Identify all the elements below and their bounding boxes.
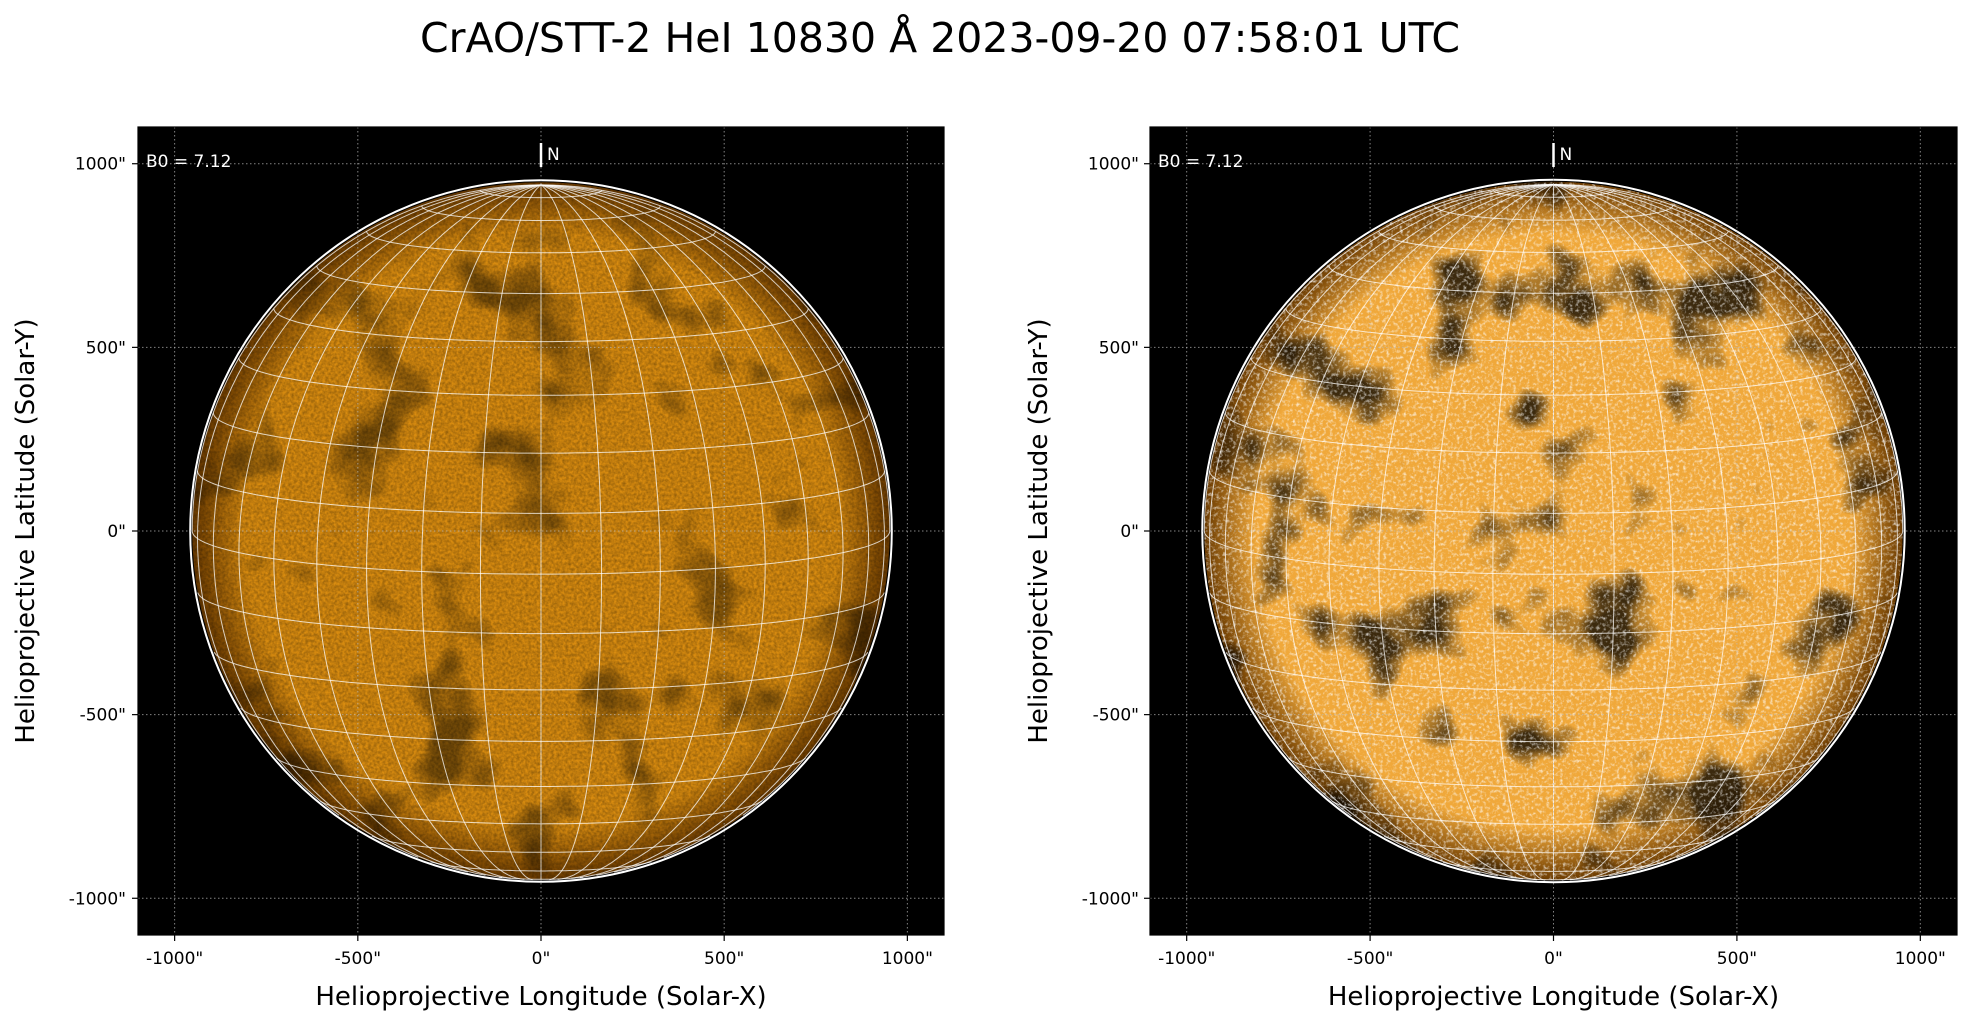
x-tick-label: -1000"	[1158, 949, 1215, 969]
heliographic-grid-line	[213, 651, 869, 691]
heliographic-grid-line	[1252, 707, 1855, 743]
y-tick-label: 0"	[1120, 522, 1139, 542]
x-tick-label: -500"	[1347, 949, 1393, 969]
heliographic-grid-line	[212, 412, 870, 454]
heliographic-grid-line	[1433, 184, 1554, 881]
heliographic-grid-line	[1209, 592, 1898, 635]
heliographic-grid-line	[540, 184, 716, 879]
heliographic-grid-line	[191, 530, 891, 575]
heliographic-grid-line	[366, 184, 542, 879]
x-tick-label: -1000"	[146, 949, 203, 969]
y-tick-label: 1000"	[1088, 155, 1139, 175]
annotation: B0 = 7.12	[146, 152, 231, 172]
heliographic-grid-line	[540, 184, 661, 880]
y-tick-label: -500"	[1093, 706, 1139, 726]
heliographic-grid-line	[276, 757, 806, 787]
heliographic-grid-line	[540, 184, 891, 532]
x-axis-label: Helioprojective Longitude (Solar-X)	[315, 982, 766, 1012]
heliographic-grid-line	[1553, 184, 1904, 532]
y-axis-label: Helioprojective Latitude (Solar-Y)	[11, 318, 41, 743]
heliographic-grid-line	[1553, 184, 1729, 880]
heliographic-grid-line	[1328, 184, 1554, 879]
x-tick-label: 1000"	[1895, 949, 1946, 969]
x-tick-label: 500"	[704, 949, 744, 969]
heliographic-grid-line	[1203, 530, 1904, 575]
x-axis-label: Helioprojective Longitude (Solar-X)	[1328, 982, 1779, 1012]
heliographic-grid-line	[1224, 184, 1554, 859]
heliographic-grid-line	[366, 231, 716, 254]
heliographic-grid-line	[238, 184, 542, 873]
heliographic-grid-line	[540, 184, 766, 879]
plot-frame	[1149, 126, 1958, 936]
heliographic-grid-line	[212, 184, 542, 858]
heliographic-grid-line	[1492, 189, 1615, 198]
x-tick-label: -500"	[335, 949, 381, 969]
heliographic-grid-line	[540, 184, 603, 881]
x-tick-label: 500"	[1717, 949, 1757, 969]
y-tick-label: 0"	[107, 522, 126, 542]
heliographic-grid-line	[1492, 184, 1554, 881]
heliographic-grid-line	[1250, 184, 1554, 873]
heliographic-grid-line	[421, 184, 542, 880]
heliographic-grid-line	[197, 470, 885, 514]
heliographic-grid-line	[1553, 184, 1674, 881]
plot-frame	[137, 126, 945, 936]
y-tick-label: 500"	[1099, 338, 1139, 358]
heliographic-grid-line	[1203, 184, 1554, 532]
x-tick-label: 0"	[1544, 949, 1563, 969]
heliographic-grid-line	[316, 184, 542, 879]
heliographic-grid-line	[1383, 835, 1724, 854]
heliographic-grid-line	[1285, 308, 1822, 342]
heliographic-grid-line	[1224, 412, 1883, 454]
heliographic-grid-line	[240, 707, 842, 742]
x-tick-label: 0"	[532, 949, 551, 969]
heliographic-grid-line	[1288, 757, 1819, 788]
heliographic-grid-line	[273, 308, 809, 343]
north-label: N	[1560, 145, 1573, 165]
heliographic-grid-line	[316, 265, 766, 295]
plot-panel: -1000" -500" 0" 500" 1000" -1000" -500" 0" 500" 1…	[11, 126, 945, 1012]
heliographic-grid-line	[1378, 184, 1554, 880]
heliographic-grid-line	[540, 184, 870, 858]
annotation: B0 = 7.12	[1158, 152, 1243, 172]
heliographic-grid-line	[1328, 265, 1779, 294]
y-tick-label: 1000"	[75, 155, 126, 175]
heliographic-grid-line	[479, 184, 542, 881]
heliographic-grid-line	[191, 184, 542, 532]
y-axis-label: Helioprojective Latitude (Solar-Y)	[1024, 318, 1054, 743]
y-tick-label: -1000"	[1082, 889, 1139, 909]
heliographic-grid-line	[1553, 184, 1779, 879]
heliographic-grid-line	[197, 592, 885, 635]
y-tick-label: 500"	[86, 338, 126, 358]
heliographic-grid-line	[1553, 184, 1615, 881]
plot-panel: -1000" -500" 0" 500" 1000" -1000" -500" 0" 500" 1…	[1024, 126, 1958, 1012]
figure-title: CrAO/STT-2 HeI 10830 Å 2023-09-20 07:58:…	[420, 14, 1460, 62]
y-tick-label: -1000"	[69, 889, 126, 909]
heliographic-grid-line	[1553, 184, 1883, 859]
x-tick-label: 1000"	[882, 949, 933, 969]
heliographic-grid-line	[1209, 470, 1898, 514]
north-label: N	[547, 145, 560, 165]
y-tick-label: -500"	[80, 706, 126, 726]
heliographic-grid-line	[479, 189, 603, 199]
heliographic-grid-line	[1553, 184, 1857, 873]
heliographic-grid-line	[540, 184, 844, 873]
heliographic-grid-line	[1225, 652, 1882, 691]
